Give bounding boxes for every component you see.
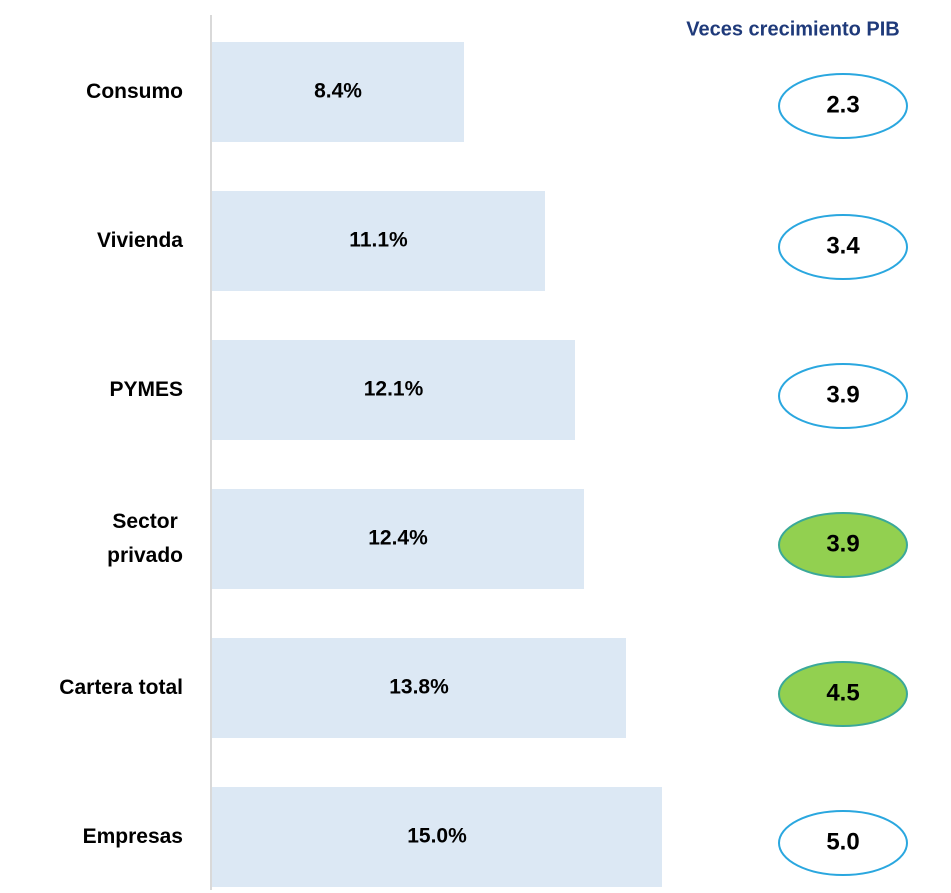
ratio-ellipse bbox=[778, 512, 908, 578]
bar-value-label: 12.4% bbox=[368, 527, 428, 550]
ratio-value-label: 2.3 bbox=[826, 91, 859, 118]
bar-value-label: 15.0% bbox=[407, 825, 467, 848]
category-label: Empresas bbox=[82, 825, 183, 848]
bar bbox=[212, 340, 575, 440]
ratio-ellipse bbox=[778, 73, 908, 139]
bar bbox=[212, 489, 584, 589]
ratio-ellipse bbox=[778, 810, 908, 876]
bar-value-label: 12.1% bbox=[364, 378, 424, 401]
bar bbox=[212, 191, 545, 291]
ratio-value-label: 5.0 bbox=[826, 828, 859, 855]
category-label: Vivienda bbox=[97, 229, 183, 252]
bar-value-label: 11.1% bbox=[349, 229, 408, 252]
category-label: Consumo bbox=[86, 80, 183, 103]
category-label: Cartera total bbox=[59, 676, 183, 699]
ratio-value-label: 3.9 bbox=[826, 530, 859, 557]
bar-value-label: 13.8% bbox=[389, 676, 449, 699]
ratio-title: Veces crecimiento PIB bbox=[686, 18, 899, 40]
ratio-ellipse bbox=[778, 214, 908, 280]
ratio-value-label: 3.4 bbox=[826, 232, 860, 259]
ratio-value-label: 3.9 bbox=[826, 381, 859, 408]
ratio-ellipse bbox=[778, 363, 908, 429]
ratio-value-label: 4.5 bbox=[826, 679, 859, 706]
category-label: PYMES bbox=[109, 378, 183, 401]
ratio-ellipse bbox=[778, 661, 908, 727]
bar bbox=[212, 787, 662, 887]
category-label: Sector privado bbox=[107, 510, 183, 567]
bar bbox=[212, 638, 626, 738]
bar-value-label: 8.4% bbox=[314, 80, 362, 103]
bar bbox=[212, 42, 464, 142]
